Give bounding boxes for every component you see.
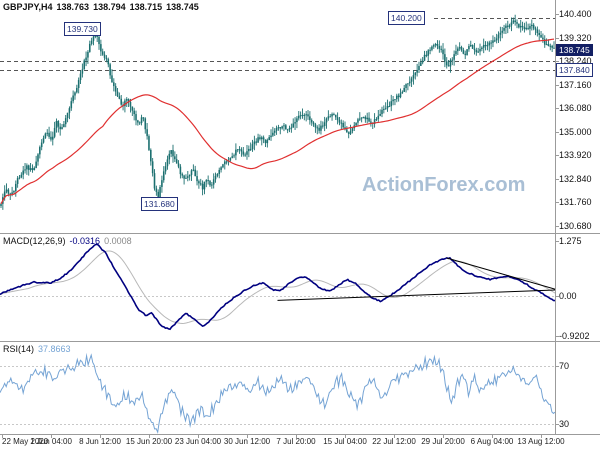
price-level-annotation[interactable]: 139.730 — [64, 22, 101, 36]
time-axis-label: 15 Jun 20:00 — [125, 437, 173, 446]
price-axis-label: 131.760 — [559, 197, 592, 207]
macd-main-value: -0.0316 — [69, 236, 101, 246]
rsi-value: 37.8663 — [38, 344, 71, 354]
price-axis-label: 130.680 — [559, 221, 592, 231]
rsi-name: RSI(14) — [3, 344, 35, 354]
ohlc-header: GBPJPY,H4 138.763 138.794 138.715 138.745 — [3, 2, 203, 12]
rsi-indicator-label: RSI(14) 37.8663 — [3, 344, 75, 354]
open-value: 138.763 — [56, 2, 90, 12]
time-axis-label: 30 Jun 12:00 — [223, 437, 271, 446]
time-axis-label: 1 Jun 04:00 — [30, 437, 72, 446]
time-axis-label: 23 Jun 04:00 — [174, 437, 222, 446]
rsi-axis-label: 70 — [559, 361, 570, 371]
time-axis-label: 15 Jul 04:00 — [323, 437, 367, 446]
price-axis-label: 135.000 — [559, 127, 592, 137]
price-axis-label: 133.920 — [559, 150, 592, 160]
level-price-tag: 137.840 — [556, 63, 593, 77]
price-axis-label: 140.400 — [559, 9, 592, 19]
macd-axis-label: 0.00 — [559, 291, 577, 301]
macd-indicator-label: MACD(12,26,9) -0.0316 0.0008 — [3, 236, 136, 246]
symbol-timeframe-label: GBPJPY,H4 — [3, 2, 53, 12]
time-axis-label: 13 Aug 12:00 — [517, 437, 565, 446]
price-axis-label: 137.160 — [559, 80, 592, 90]
macd-axis-label: -0.9202 — [559, 331, 590, 341]
time-axis-label: 8 Jun 12:00 — [79, 437, 121, 446]
price-axis-label: 139.320 — [559, 33, 592, 43]
price-level-annotation[interactable]: 131.680 — [141, 197, 178, 211]
macd-signal-value: 0.0008 — [104, 236, 132, 246]
time-axis-label: 22 May 2020 — [2, 437, 49, 446]
low-value: 138.715 — [129, 2, 163, 12]
price-axis-label: 138.240 — [559, 56, 592, 66]
time-axis-label: 29 Jul 20:00 — [421, 437, 465, 446]
close-value: 138.745 — [166, 2, 199, 12]
price-level-annotation[interactable]: 140.200 — [388, 11, 425, 25]
macd-axis-label: 1.275 — [559, 236, 582, 246]
time-axis-label: 6 Aug 04:00 — [470, 437, 514, 446]
price-axis-label: 132.840 — [559, 174, 592, 184]
time-axis-label: 22 Jul 12:00 — [372, 437, 416, 446]
macd-name: MACD(12,26,9) — [3, 236, 66, 246]
time-axis-label: 7 Jul 20:00 — [276, 437, 316, 446]
current-price-tag: 138.745 — [556, 44, 593, 56]
rsi-axis-label: 30 — [559, 419, 570, 429]
price-axis-label: 136.080 — [559, 103, 592, 113]
high-value: 138.794 — [93, 2, 126, 12]
